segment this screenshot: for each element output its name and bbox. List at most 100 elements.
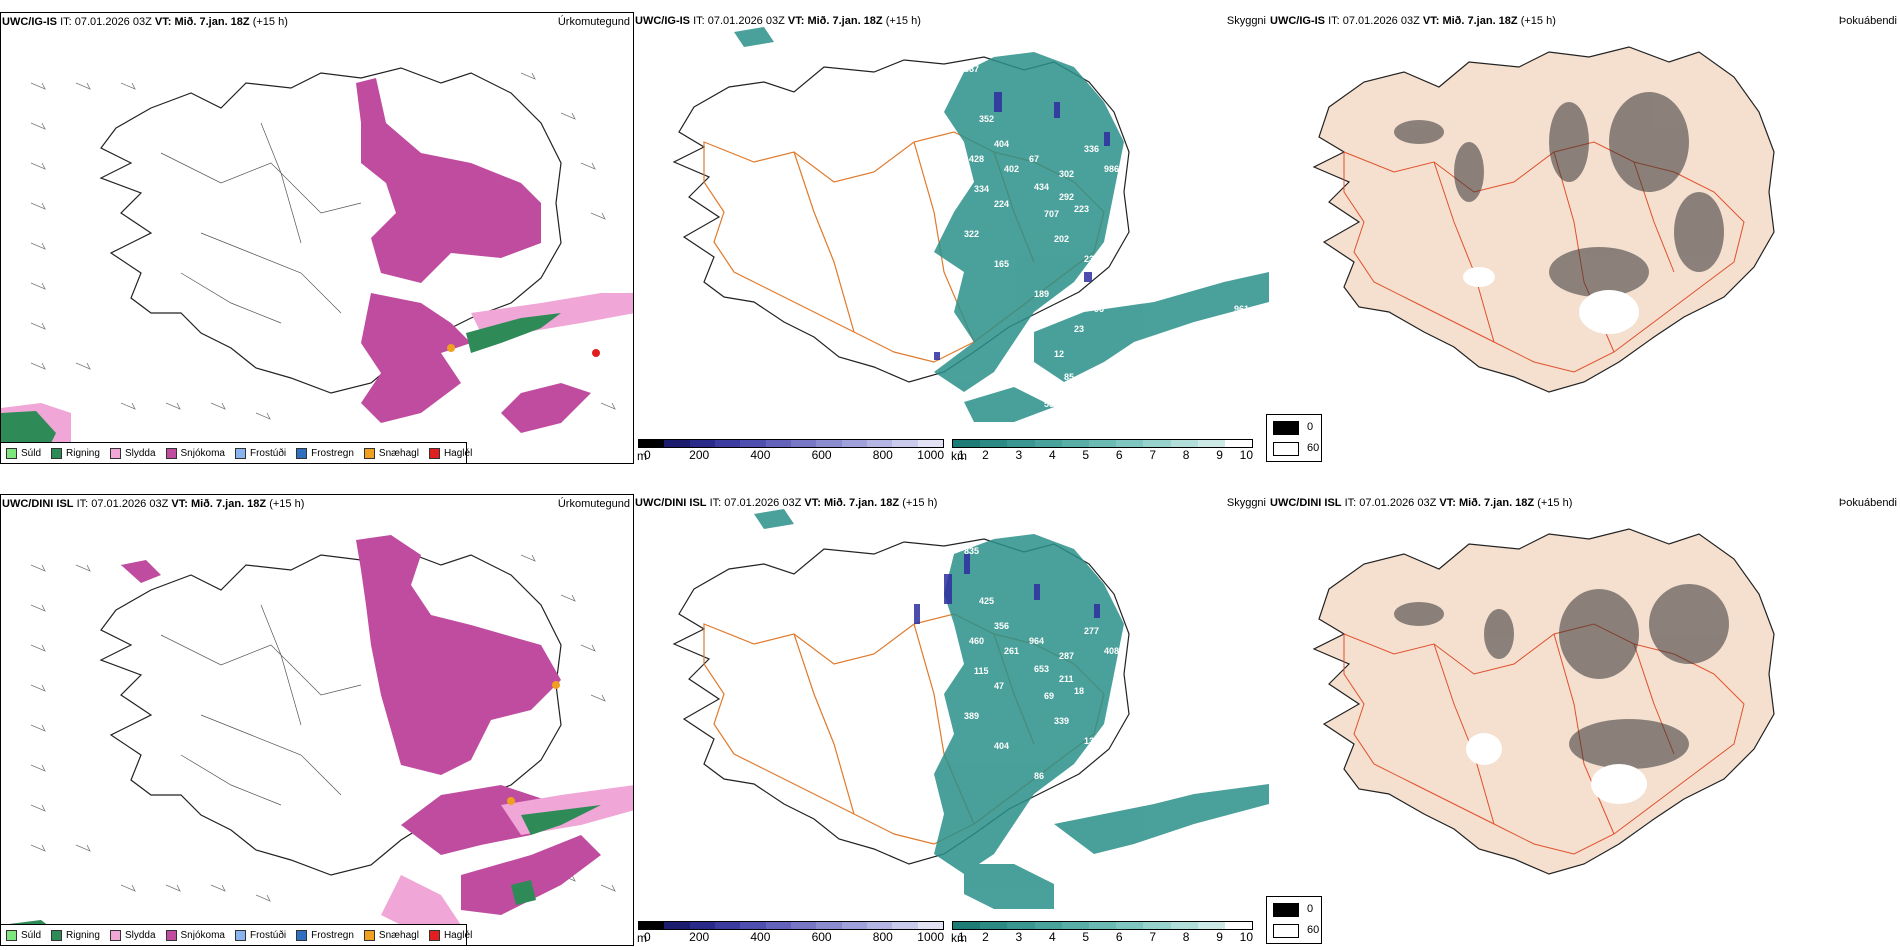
colorbar-block bbox=[980, 922, 1008, 929]
legend-item: Snjókoma bbox=[165, 448, 225, 459]
vt-label: VT: bbox=[1422, 15, 1440, 27]
panel-name: Úrkomutegund bbox=[557, 498, 630, 510]
panel-name: Þokuábendi bbox=[1838, 15, 1897, 27]
lead-time: (+15 h) bbox=[902, 497, 938, 509]
legend-swatch bbox=[428, 930, 440, 941]
legend-item: Slydda bbox=[109, 930, 156, 941]
ceiling-colorbar: 0 200 400 600 800 1000 m bbox=[637, 439, 944, 463]
legend-swatch bbox=[165, 930, 177, 941]
ceiling-colorbar: 0 200 400 600 800 1000 m bbox=[637, 921, 944, 945]
visibility-label: 67 bbox=[1029, 154, 1039, 164]
colorbar-block bbox=[816, 440, 842, 447]
legend-item: Súld bbox=[6, 448, 41, 459]
fog-legend-label: 0 bbox=[1307, 421, 1314, 433]
colorbar-tick-label: 5 bbox=[1082, 930, 1090, 944]
colorbar-block bbox=[1116, 440, 1144, 447]
fog-legend-row2: 0 60 bbox=[1266, 896, 1322, 944]
colorbar-block bbox=[980, 440, 1008, 447]
legend-label: Snjókoma bbox=[180, 448, 225, 459]
colorbar-tick-label: 600 bbox=[811, 448, 832, 462]
colorbar-tick-label: 7 bbox=[1149, 448, 1156, 462]
visibility-label: 23 bbox=[1074, 324, 1084, 334]
fog-legend-label: 60 bbox=[1307, 924, 1320, 936]
colorbar-tick-label: 1000 bbox=[917, 448, 944, 462]
colorbar-block bbox=[1061, 922, 1089, 929]
visibility-label: 428 bbox=[969, 154, 984, 164]
valid-time: Mið. 7.jan. 18Z bbox=[1442, 15, 1518, 27]
visibility-colorbar-ticks: 1 2 3 4 5 6 7 8 9 10 bbox=[952, 930, 1253, 944]
fog-legend-label: 0 bbox=[1307, 903, 1314, 915]
it-label: IT: bbox=[76, 498, 89, 510]
visibility-unit: km bbox=[951, 449, 967, 463]
lead-time: (+15 h) bbox=[1537, 497, 1573, 509]
panel-title: UWC/IG-IS IT: 07.01.2026 03Z VT: Mið. 7.… bbox=[635, 14, 921, 28]
colorbar-tick-label: 9 bbox=[1216, 930, 1223, 944]
colorbar-block bbox=[1088, 440, 1117, 447]
visibility-map: 835 425 356 460 261 964 287 277 408 115 653 211 47 69… bbox=[672, 509, 1269, 909]
colorbar-block bbox=[1007, 922, 1035, 929]
colorbar-block bbox=[1143, 440, 1171, 447]
colorbar-block bbox=[1061, 440, 1089, 447]
panel-name: Þokuábendi bbox=[1838, 497, 1897, 509]
legend-item: Frostregn bbox=[296, 448, 354, 459]
visibility-panel-row2: 835 425 356 460 261 964 287 277 408 115 653 211 47 69… bbox=[634, 494, 1269, 946]
colorbar-block bbox=[689, 922, 715, 929]
colorbar-block bbox=[664, 922, 690, 929]
legend-label: Rigning bbox=[66, 930, 100, 941]
legend-swatch bbox=[363, 930, 375, 941]
legend-swatch bbox=[296, 448, 308, 459]
fog-shading bbox=[1394, 92, 1724, 297]
colorbar-tick-label: 4 bbox=[1048, 930, 1056, 944]
legend-item: Haglél bbox=[428, 930, 472, 941]
colorbar-block bbox=[892, 922, 918, 929]
colorbar-block bbox=[841, 440, 867, 447]
legend-label: Snjókoma bbox=[180, 930, 225, 941]
colorbar-tick-label: 0 bbox=[644, 448, 651, 462]
colorbar-block bbox=[1170, 922, 1198, 929]
panel-name: Skyggni bbox=[1226, 497, 1266, 509]
visibility-label: 277 bbox=[1084, 626, 1099, 636]
colorbar-block bbox=[1197, 922, 1225, 929]
colorbar-block bbox=[953, 440, 981, 447]
it-label: IT: bbox=[60, 16, 72, 28]
colorbar-block bbox=[689, 440, 715, 447]
colorbar-block bbox=[866, 440, 893, 447]
colorbar-tick-label: 400 bbox=[750, 930, 771, 944]
fog-panel-row2: UWC/DINI ISL IT: 07.01.2026 03Z VT: Mið.… bbox=[1269, 494, 1900, 946]
legend-item: Snæhagl bbox=[363, 930, 419, 941]
init-time: 07.01.2026 03Z bbox=[91, 498, 169, 510]
colorbar-tick-label: 1 bbox=[958, 448, 965, 462]
visibility-colorbar-blocks bbox=[952, 921, 1253, 930]
legend-label: Snæhagl bbox=[378, 930, 419, 941]
legend-label: Súld bbox=[21, 448, 42, 459]
colorbar-tick-label: 8 bbox=[1182, 930, 1190, 944]
model-name: UWC/IG-IS bbox=[635, 15, 690, 27]
legend-label: Frostúði bbox=[249, 930, 287, 941]
colorbar-tick-label: 3 bbox=[1015, 930, 1023, 944]
colorbar-block bbox=[714, 922, 741, 929]
ceiling-colorbar-ticks: 0 200 400 600 800 1000 bbox=[638, 448, 944, 462]
colorbar-block bbox=[1170, 440, 1198, 447]
visibility-label: 138 bbox=[1084, 736, 1099, 746]
colorbar-tick-label: 400 bbox=[750, 448, 771, 462]
visibility-label: 47 bbox=[994, 681, 1004, 691]
vt-label: VT: bbox=[1439, 497, 1456, 509]
legend-item: Súld bbox=[6, 930, 41, 941]
legend-label: Haglél bbox=[443, 448, 473, 459]
visibility-colorbar-ticks: 1 2 3 4 5 6 7 8 9 10 bbox=[952, 448, 1253, 462]
it-label: IT: bbox=[1328, 15, 1340, 27]
panel-name: Úrkomutegund bbox=[557, 16, 630, 28]
colorbar-block bbox=[740, 922, 766, 929]
valid-time: Mið. 7.jan. 18Z bbox=[1458, 497, 1535, 509]
colorbar-tick-label: 6 bbox=[1115, 930, 1123, 944]
legend-label: Slydda bbox=[124, 448, 156, 459]
clear-areas bbox=[1466, 733, 1647, 804]
colorbar-tick-label: 2 bbox=[982, 448, 989, 462]
model-name: UWC/IG-IS bbox=[2, 16, 57, 28]
legend-label: Súld bbox=[21, 930, 42, 941]
colorbar-tick-label: 10 bbox=[1239, 448, 1253, 462]
legend-swatch bbox=[51, 930, 63, 941]
legend-item: Frostúði bbox=[234, 448, 286, 459]
legend-swatch bbox=[234, 448, 246, 459]
visibility-label: 322 bbox=[964, 229, 979, 239]
